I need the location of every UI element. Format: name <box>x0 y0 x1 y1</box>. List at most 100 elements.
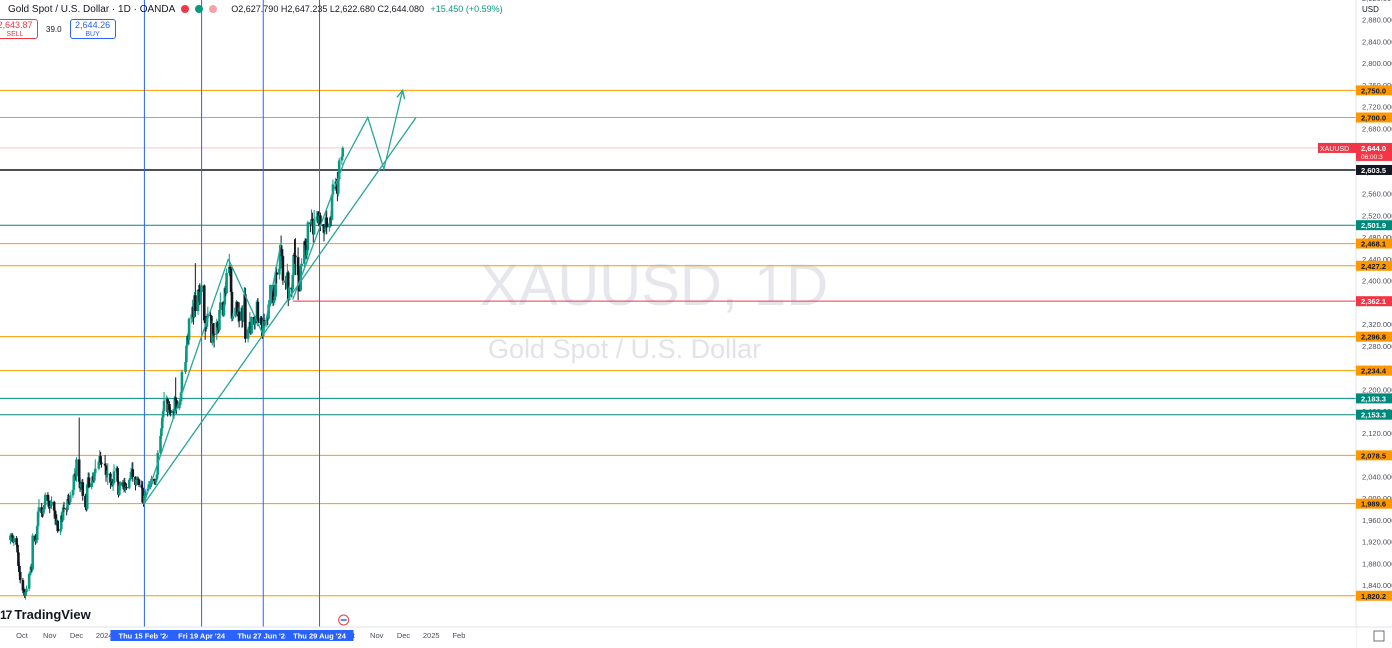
candle-body <box>328 223 331 228</box>
candle-body <box>340 156 344 161</box>
symbol-tag-label: XAUUSD <box>1320 146 1349 153</box>
candle-body <box>97 461 101 469</box>
y-tick-label: 2,920.000 <box>1362 0 1392 3</box>
candle-body <box>272 300 276 303</box>
level-price-tag <box>1356 260 1392 271</box>
candle-body <box>187 318 191 340</box>
y-tick-label: 2,200.000 <box>1362 385 1392 394</box>
candle-body <box>160 417 164 429</box>
tradingview-logo[interactable]: 17 TradingView <box>0 607 91 622</box>
candle-body <box>285 275 288 283</box>
level-price-tag <box>1356 393 1392 404</box>
level-price-label: 2,234.4 <box>1361 367 1387 376</box>
candle-body <box>292 255 295 276</box>
candle-body <box>305 250 309 256</box>
buy-label: BUY <box>85 31 100 38</box>
candle-body <box>200 285 203 292</box>
candle-body <box>16 544 19 553</box>
candle-body <box>68 495 72 502</box>
candle-body <box>271 284 275 303</box>
candle-body <box>18 571 22 581</box>
candle-body <box>281 256 285 281</box>
candle-body <box>321 224 325 227</box>
candle-body <box>211 324 215 334</box>
candle-body <box>140 484 144 488</box>
candle-body <box>331 184 335 195</box>
candle-body <box>274 272 278 297</box>
candle-body <box>300 263 303 266</box>
candle-body <box>335 181 338 189</box>
candle-body <box>291 275 295 290</box>
candle-body <box>294 255 297 258</box>
candle-body <box>131 469 135 477</box>
candle-body <box>127 480 131 489</box>
candle-body <box>137 479 141 485</box>
y-tick-label: 2,120.000 <box>1362 429 1392 438</box>
candle-body <box>244 294 247 339</box>
candle-body <box>42 508 45 514</box>
candle-body <box>34 535 37 542</box>
candle-body <box>230 291 234 319</box>
price-axis-bg <box>1356 0 1392 648</box>
y-tick-label: 1,880.000 <box>1362 559 1392 568</box>
trendline <box>262 242 282 336</box>
ribbon-icon <box>209 5 218 13</box>
level-price-tag <box>1356 112 1392 123</box>
date-marker-tag <box>229 630 298 641</box>
candle-body <box>275 272 278 275</box>
level-price-tag <box>1356 590 1392 601</box>
candle-body <box>242 305 245 321</box>
candle-body <box>267 304 270 319</box>
sell-label: SELL <box>6 31 24 38</box>
candle-body <box>27 574 31 589</box>
candle-body <box>231 316 235 319</box>
candle-body <box>111 482 115 485</box>
candle-body <box>160 428 163 437</box>
symbol-price-tag <box>1318 142 1356 153</box>
candle-body <box>330 194 334 220</box>
candle-body <box>262 320 266 322</box>
level-price-tag <box>1356 365 1392 376</box>
candle-body <box>18 565 21 572</box>
candle-body <box>177 405 181 409</box>
candle-body <box>174 397 177 401</box>
candle-body <box>84 495 87 508</box>
candle-body <box>310 219 313 225</box>
candle-body <box>49 505 52 508</box>
candle-body <box>28 573 32 575</box>
candle-body <box>59 529 62 532</box>
trendline <box>142 117 417 505</box>
candle-body <box>118 485 121 495</box>
candle-body <box>47 500 51 507</box>
candle-body <box>337 160 341 179</box>
candle-body <box>161 411 165 418</box>
candle-body <box>21 580 25 591</box>
candle-body <box>143 495 146 503</box>
date-marker-tag <box>285 630 354 641</box>
candle-body <box>319 215 322 225</box>
candle-body <box>296 257 300 276</box>
candle-body <box>81 482 85 496</box>
candle-body <box>234 307 237 317</box>
candle-body <box>104 465 108 476</box>
candle-body <box>106 473 110 475</box>
candle-body <box>219 302 222 310</box>
tradingview-logo-icon: 17 <box>0 608 12 622</box>
date-marker-tag <box>110 630 179 641</box>
level-price-tag <box>1356 296 1392 307</box>
watermark-symbol: XAUUSD, 1D <box>480 253 828 318</box>
candle-body <box>306 222 310 251</box>
sell-button[interactable]: 2,643.87 SELL <box>0 19 38 39</box>
candle-body <box>72 475 76 490</box>
buy-button[interactable]: 2,644.26 BUY <box>69 19 116 39</box>
y-tick-label: 1,960.000 <box>1362 516 1392 525</box>
candle-body <box>196 289 200 312</box>
symbol-title[interactable]: Gold Spot / U.S. Dollar · 1D · OANDA <box>8 3 176 15</box>
tradingview-logo-text: TradingView <box>14 607 91 622</box>
candle-body <box>315 216 319 221</box>
candle-body <box>53 510 57 515</box>
candle-body <box>9 535 12 540</box>
candle-body <box>56 520 60 532</box>
level-price-tag <box>1356 450 1392 461</box>
